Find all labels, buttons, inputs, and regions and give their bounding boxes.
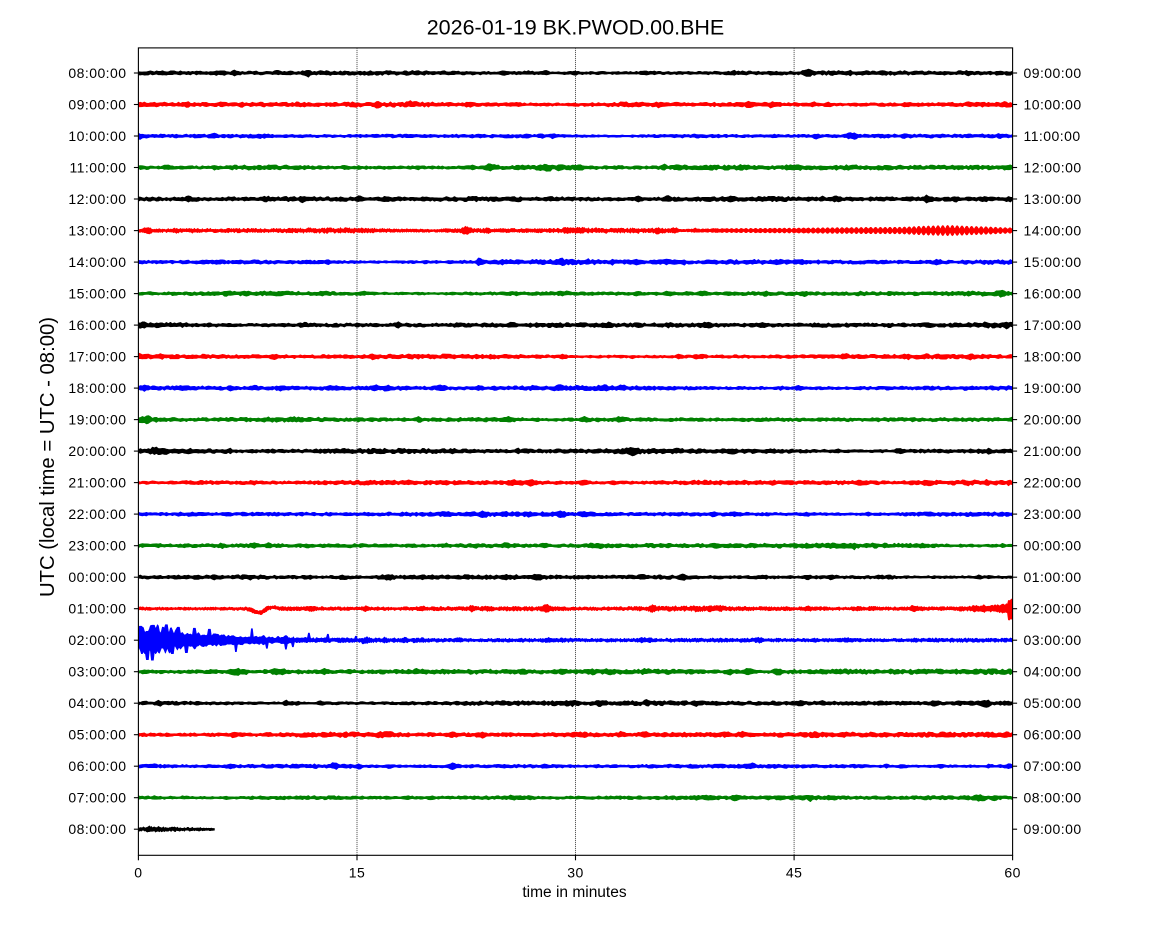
svg-text:00:00:00: 00:00:00 bbox=[68, 569, 126, 585]
svg-text:08:00:00: 08:00:00 bbox=[1024, 790, 1082, 806]
svg-text:60: 60 bbox=[1004, 864, 1020, 880]
svg-text:09:00:00: 09:00:00 bbox=[68, 96, 126, 112]
svg-text:03:00:00: 03:00:00 bbox=[68, 664, 126, 680]
svg-text:04:00:00: 04:00:00 bbox=[1024, 664, 1082, 680]
svg-text:time in minutes: time in minutes bbox=[522, 884, 626, 901]
svg-text:12:00:00: 12:00:00 bbox=[1024, 159, 1082, 175]
svg-text:14:00:00: 14:00:00 bbox=[68, 254, 126, 270]
svg-text:04:00:00: 04:00:00 bbox=[68, 695, 126, 711]
svg-text:2026-01-19 BK.PWOD.00.BHE: 2026-01-19 BK.PWOD.00.BHE bbox=[427, 15, 725, 39]
svg-text:01:00:00: 01:00:00 bbox=[68, 601, 126, 617]
svg-text:12:00:00: 12:00:00 bbox=[68, 191, 126, 207]
svg-text:16:00:00: 16:00:00 bbox=[68, 317, 126, 333]
svg-text:19:00:00: 19:00:00 bbox=[1024, 380, 1082, 396]
svg-text:45: 45 bbox=[786, 864, 802, 880]
svg-text:13:00:00: 13:00:00 bbox=[1024, 191, 1082, 207]
svg-text:22:00:00: 22:00:00 bbox=[68, 506, 126, 522]
svg-text:23:00:00: 23:00:00 bbox=[68, 538, 126, 554]
svg-text:11:00:00: 11:00:00 bbox=[1024, 128, 1081, 144]
svg-text:13:00:00: 13:00:00 bbox=[68, 223, 126, 239]
svg-text:19:00:00: 19:00:00 bbox=[68, 412, 126, 428]
svg-text:08:00:00: 08:00:00 bbox=[68, 65, 126, 81]
svg-text:15: 15 bbox=[349, 864, 365, 880]
svg-text:18:00:00: 18:00:00 bbox=[1024, 349, 1082, 365]
svg-text:05:00:00: 05:00:00 bbox=[1024, 695, 1082, 711]
svg-text:02:00:00: 02:00:00 bbox=[1024, 601, 1082, 617]
svg-text:07:00:00: 07:00:00 bbox=[1024, 758, 1082, 774]
svg-text:15:00:00: 15:00:00 bbox=[1024, 254, 1082, 270]
svg-text:07:00:00: 07:00:00 bbox=[68, 790, 126, 806]
svg-text:10:00:00: 10:00:00 bbox=[1024, 96, 1082, 112]
svg-text:05:00:00: 05:00:00 bbox=[68, 727, 126, 743]
svg-text:22:00:00: 22:00:00 bbox=[1024, 475, 1082, 491]
svg-text:21:00:00: 21:00:00 bbox=[1024, 443, 1082, 459]
svg-text:14:00:00: 14:00:00 bbox=[1024, 223, 1082, 239]
svg-text:03:00:00: 03:00:00 bbox=[1024, 632, 1082, 648]
svg-text:02:00:00: 02:00:00 bbox=[68, 632, 126, 648]
svg-text:0: 0 bbox=[134, 864, 142, 880]
svg-text:06:00:00: 06:00:00 bbox=[1024, 727, 1082, 743]
svg-text:30: 30 bbox=[567, 864, 583, 880]
svg-text:UTC (local time = UTC - 08:00): UTC (local time = UTC - 08:00) bbox=[37, 317, 59, 597]
svg-text:21:00:00: 21:00:00 bbox=[68, 475, 126, 491]
svg-text:17:00:00: 17:00:00 bbox=[1024, 317, 1082, 333]
svg-text:23:00:00: 23:00:00 bbox=[1024, 506, 1082, 522]
svg-text:17:00:00: 17:00:00 bbox=[68, 349, 126, 365]
svg-text:20:00:00: 20:00:00 bbox=[68, 443, 126, 459]
svg-text:20:00:00: 20:00:00 bbox=[1024, 412, 1082, 428]
svg-text:01:00:00: 01:00:00 bbox=[1024, 569, 1082, 585]
svg-text:11:00:00: 11:00:00 bbox=[69, 159, 126, 175]
svg-text:16:00:00: 16:00:00 bbox=[1024, 286, 1082, 302]
svg-text:00:00:00: 00:00:00 bbox=[1024, 538, 1082, 554]
svg-text:09:00:00: 09:00:00 bbox=[1024, 65, 1082, 81]
svg-text:15:00:00: 15:00:00 bbox=[68, 286, 126, 302]
svg-text:08:00:00: 08:00:00 bbox=[68, 821, 126, 837]
svg-text:09:00:00: 09:00:00 bbox=[1024, 821, 1082, 837]
svg-text:10:00:00: 10:00:00 bbox=[68, 128, 126, 144]
svg-text:06:00:00: 06:00:00 bbox=[68, 758, 126, 774]
svg-text:18:00:00: 18:00:00 bbox=[68, 380, 126, 396]
